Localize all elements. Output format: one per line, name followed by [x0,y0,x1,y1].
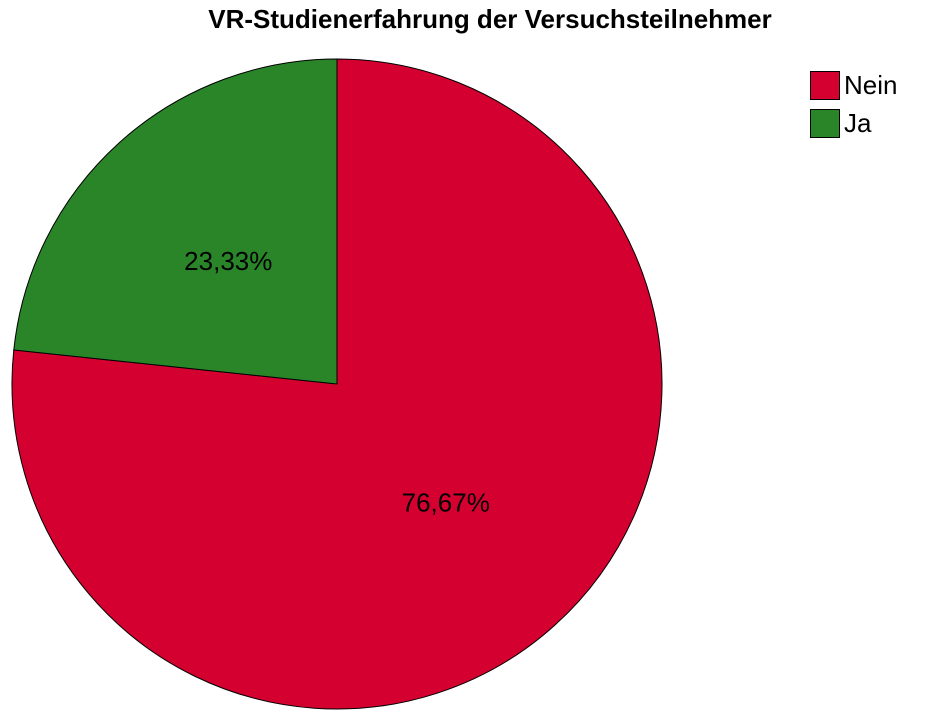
legend-item-ja: Ja [810,104,897,142]
legend-swatch-ja [810,108,840,138]
legend-label-ja: Ja [844,107,872,138]
legend-swatch-nein [810,70,840,100]
slice-label-nein: 76,67% [402,488,490,518]
pie-slice-ja [13,58,338,385]
chart-title: VR-Studienerfahrung der Versuchsteilnehm… [208,4,772,34]
legend-item-nein: Nein [810,66,897,104]
legend: Nein Ja [810,66,897,142]
pie-labels: 76,67% 23,33% [184,246,490,518]
pie-slices [11,58,663,710]
slice-label-ja: 23,33% [184,246,272,276]
legend-label-nein: Nein [844,69,898,100]
